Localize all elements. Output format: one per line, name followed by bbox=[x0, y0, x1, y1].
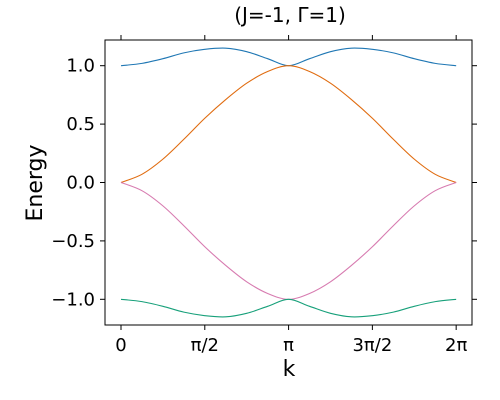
series-line-3 bbox=[120, 181, 457, 300]
y-tick-label: 0.5 bbox=[66, 114, 95, 135]
y-tick-label: 0.0 bbox=[66, 173, 95, 194]
x-tick-label: π/2 bbox=[191, 335, 219, 356]
y-tick-label: −0.5 bbox=[51, 231, 95, 252]
y-tick-label: 1.0 bbox=[66, 56, 95, 77]
x-tick-label: 0 bbox=[115, 335, 126, 356]
x-axis-ticks: 0 π/2 π 3π/2 2π bbox=[115, 35, 467, 356]
chart-title: (J=-1, Γ=1) bbox=[234, 3, 346, 27]
x-tick-label: 3π/2 bbox=[352, 335, 392, 356]
series-line-4 bbox=[120, 298, 457, 318]
plot-frame bbox=[104, 39, 473, 326]
plot-series bbox=[120, 47, 457, 318]
y-axis-ticks: 1.0 0.5 0.0 −0.5 −1.0 bbox=[51, 56, 477, 310]
y-axis-label: Energy bbox=[23, 144, 48, 221]
series-line-2 bbox=[120, 65, 457, 184]
x-axis-label: k bbox=[283, 357, 296, 382]
series-line-1 bbox=[120, 47, 457, 67]
x-tick-label: 2π bbox=[445, 335, 467, 356]
x-tick-label: π bbox=[283, 335, 294, 356]
y-tick-label: −1.0 bbox=[51, 289, 95, 310]
